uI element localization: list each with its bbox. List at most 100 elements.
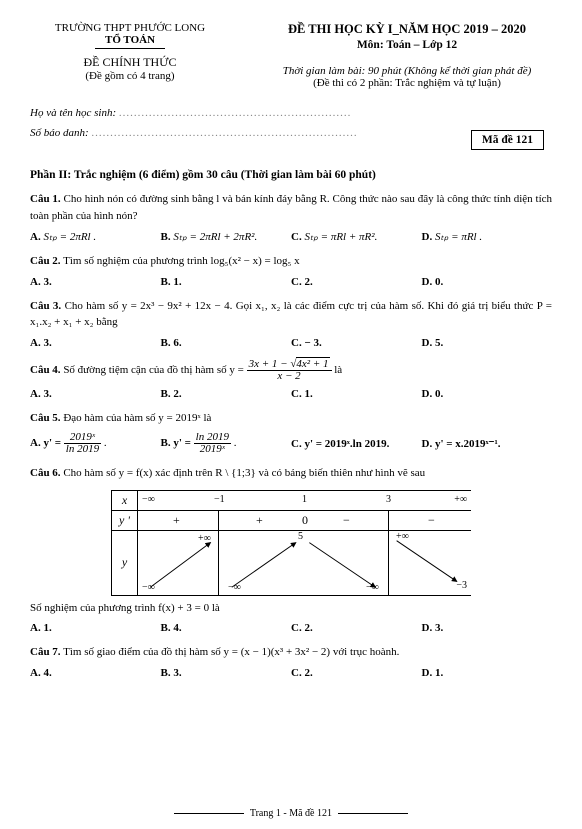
xv: −1: [214, 494, 225, 505]
divider: [95, 48, 165, 49]
q4-d: D. 0.: [422, 388, 444, 400]
footer-line: [174, 813, 244, 814]
sign: −: [343, 513, 350, 528]
question-1: Câu 1. Cho hình nón có đường sinh bằng l…: [30, 191, 552, 224]
q3-b: B. 6.: [161, 337, 182, 349]
name-label: Họ và tên học sinh:: [30, 107, 116, 119]
q1-a: A. Sₜₚ = 2πRl .: [30, 230, 161, 243]
val: Sₜₚ = 2πRl .: [43, 231, 96, 243]
lbl: A. y' =: [30, 437, 61, 449]
team-name: TỔ TOÁN: [30, 34, 230, 46]
q4-label: Câu 4.: [30, 364, 61, 376]
x-row: −∞ −1 1 3 +∞: [138, 490, 471, 510]
vline: [388, 511, 391, 530]
den: x − 2: [247, 371, 332, 382]
q5-label: Câu 5.: [30, 412, 61, 424]
x-label: x: [112, 490, 138, 510]
q2-options: A. 3. B. 1. C. 2. D. 0.: [30, 276, 552, 288]
question-6: Câu 6. Cho hàm số y = f(x) xác định trên…: [30, 465, 552, 482]
yv: 5: [298, 531, 303, 542]
q4-frac: 3x + 1 − 4x² + 1 x − 2: [247, 359, 332, 382]
q3-d: D. 5.: [422, 337, 444, 349]
q7-options: A. 4. B. 3. C. 2. D. 1.: [30, 667, 552, 679]
q2-text: Tìm số nghiệm của phương trình log₅(x² −…: [63, 255, 300, 267]
section-title: Phần II: Trắc nghiệm (6 điểm) gồm 30 câu…: [30, 169, 552, 181]
y-label: y: [112, 530, 138, 596]
q4-b: B. 2.: [161, 388, 182, 400]
question-4: Câu 4. Số đường tiệm cận của đồ thị hàm …: [30, 359, 552, 382]
sign: −: [428, 513, 435, 528]
q4-pre: Số đường tiệm cận của đồ thị hàm số y =: [63, 364, 244, 376]
q6-a: A. 1.: [30, 622, 52, 634]
yv: +∞: [396, 531, 409, 542]
lbl: D.: [422, 231, 433, 243]
header: TRƯỜNG THPT PHƯỚC LONG TỔ TOÁN ĐỀ CHÍNH …: [30, 22, 552, 89]
q5-text: Đạo hàm của hàm số y = 2019ˣ là: [63, 412, 211, 424]
q6-b: B. 4.: [161, 622, 182, 634]
footer-text: Trang 1 - Mã đề 121: [250, 808, 332, 819]
q4-c: C. 1.: [291, 388, 313, 400]
dots: ........................................…: [91, 127, 357, 139]
q2-c: C. 2.: [291, 276, 313, 288]
q3-options: A. 3. B. 6. C. − 3. D. 5.: [30, 337, 552, 349]
sign: +: [256, 513, 263, 528]
yv: +∞: [198, 533, 211, 544]
yv: −3: [456, 580, 467, 591]
q1-c: C. Sₜₚ = πRl + πR².: [291, 230, 422, 243]
yprime-row: + + 0 − −: [138, 510, 471, 530]
q7-c: C. 2.: [291, 667, 313, 679]
q1-d: D. Sₜₚ = πRl .: [422, 230, 553, 243]
d: ln 2019: [64, 444, 101, 455]
q7-a: A. 4.: [30, 667, 52, 679]
question-7: Câu 7. Tìm số giao điểm của đồ thị hàm s…: [30, 644, 552, 661]
q4-options: A. 3. B. 2. C. 1. D. 0.: [30, 388, 552, 400]
yv: −∞: [228, 582, 241, 593]
q7-label: Câu 7.: [30, 646, 61, 658]
vline: [218, 511, 221, 530]
lbl: C.: [291, 231, 302, 243]
q2-a: A. 3.: [30, 276, 52, 288]
id-label: Số báo danh:: [30, 127, 89, 139]
xv: +∞: [454, 494, 467, 505]
q1-label: Câu 1.: [30, 193, 61, 205]
yv: −∞: [366, 582, 379, 593]
pages-note: (Đề gồm có 4 trang): [30, 70, 230, 82]
q5-d: D. y' = x.2019ˣ⁻¹.: [422, 437, 553, 450]
q5-options: A. y' = 2019ˣln 2019 . B. y' = ln 201920…: [30, 432, 552, 455]
q7-d: D. 1.: [422, 667, 444, 679]
q2-label: Câu 2.: [30, 255, 61, 267]
variation-table: x −∞ −1 1 3 +∞ y ' + + 0 − − y: [111, 490, 471, 596]
q6-options: A. 1. B. 4. C. 2. D. 3.: [30, 622, 552, 634]
lbl: A.: [30, 231, 41, 243]
q3-a: A. 3.: [30, 337, 52, 349]
num: 3x + 1 − 4x² + 1: [247, 359, 332, 371]
header-left: TRƯỜNG THPT PHƯỚC LONG TỔ TOÁN ĐỀ CHÍNH …: [30, 22, 230, 89]
val: Sₜₚ = πRl + πR².: [304, 231, 377, 243]
xv: −∞: [142, 494, 155, 505]
exam-title: ĐỀ THI HỌC KỲ I_NĂM HỌC 2019 – 2020: [262, 22, 552, 37]
yprime-label: y ': [112, 510, 138, 530]
parts-note: (Đề thi có 2 phần: Trắc nghiệm và tự luậ…: [262, 77, 552, 89]
arrows-svg: [138, 531, 471, 595]
q2-b: B. 1.: [161, 276, 182, 288]
q6-label: Câu 6.: [30, 467, 61, 479]
q4-post: là: [334, 364, 342, 376]
official-label: ĐỀ CHÍNH THỨC: [30, 55, 230, 70]
header-right: ĐỀ THI HỌC KỲ I_NĂM HỌC 2019 – 2020 Môn:…: [262, 22, 552, 89]
val: Sₜₚ = πRl .: [435, 231, 482, 243]
q5-c: C. y' = 2019ˣ.ln 2019.: [291, 438, 422, 450]
q5-b: B. y' = ln 20192019ˣ .: [161, 432, 292, 455]
dots: ........................................…: [119, 107, 352, 119]
q3-text: Cho hàm số y = 2x³ − 9x² + 12x − 4. Gọi …: [30, 300, 552, 329]
lbl: C. y' = 2019ˣ.ln 2019.: [291, 438, 389, 450]
q6-sub: Số nghiệm của phương trình f(x) + 3 = 0 …: [30, 600, 552, 617]
lbl: B.: [161, 231, 171, 243]
val: Sₜₚ = 2πRl + 2πR².: [173, 231, 257, 243]
y-row: −∞ +∞ −∞ 5 −∞ +∞ −3: [138, 530, 471, 596]
q1-options: A. Sₜₚ = 2πRl . B. Sₜₚ = 2πRl + 2πR². C.…: [30, 230, 552, 243]
q2-d: D. 0.: [422, 276, 444, 288]
q6-sub-text: Số nghiệm của phương trình f(x) + 3 = 0 …: [30, 602, 220, 614]
subject-line: Môn: Toán – Lớp 12: [262, 39, 552, 51]
school-name: TRƯỜNG THPT PHƯỚC LONG: [30, 22, 230, 34]
sign: 0: [302, 513, 308, 528]
